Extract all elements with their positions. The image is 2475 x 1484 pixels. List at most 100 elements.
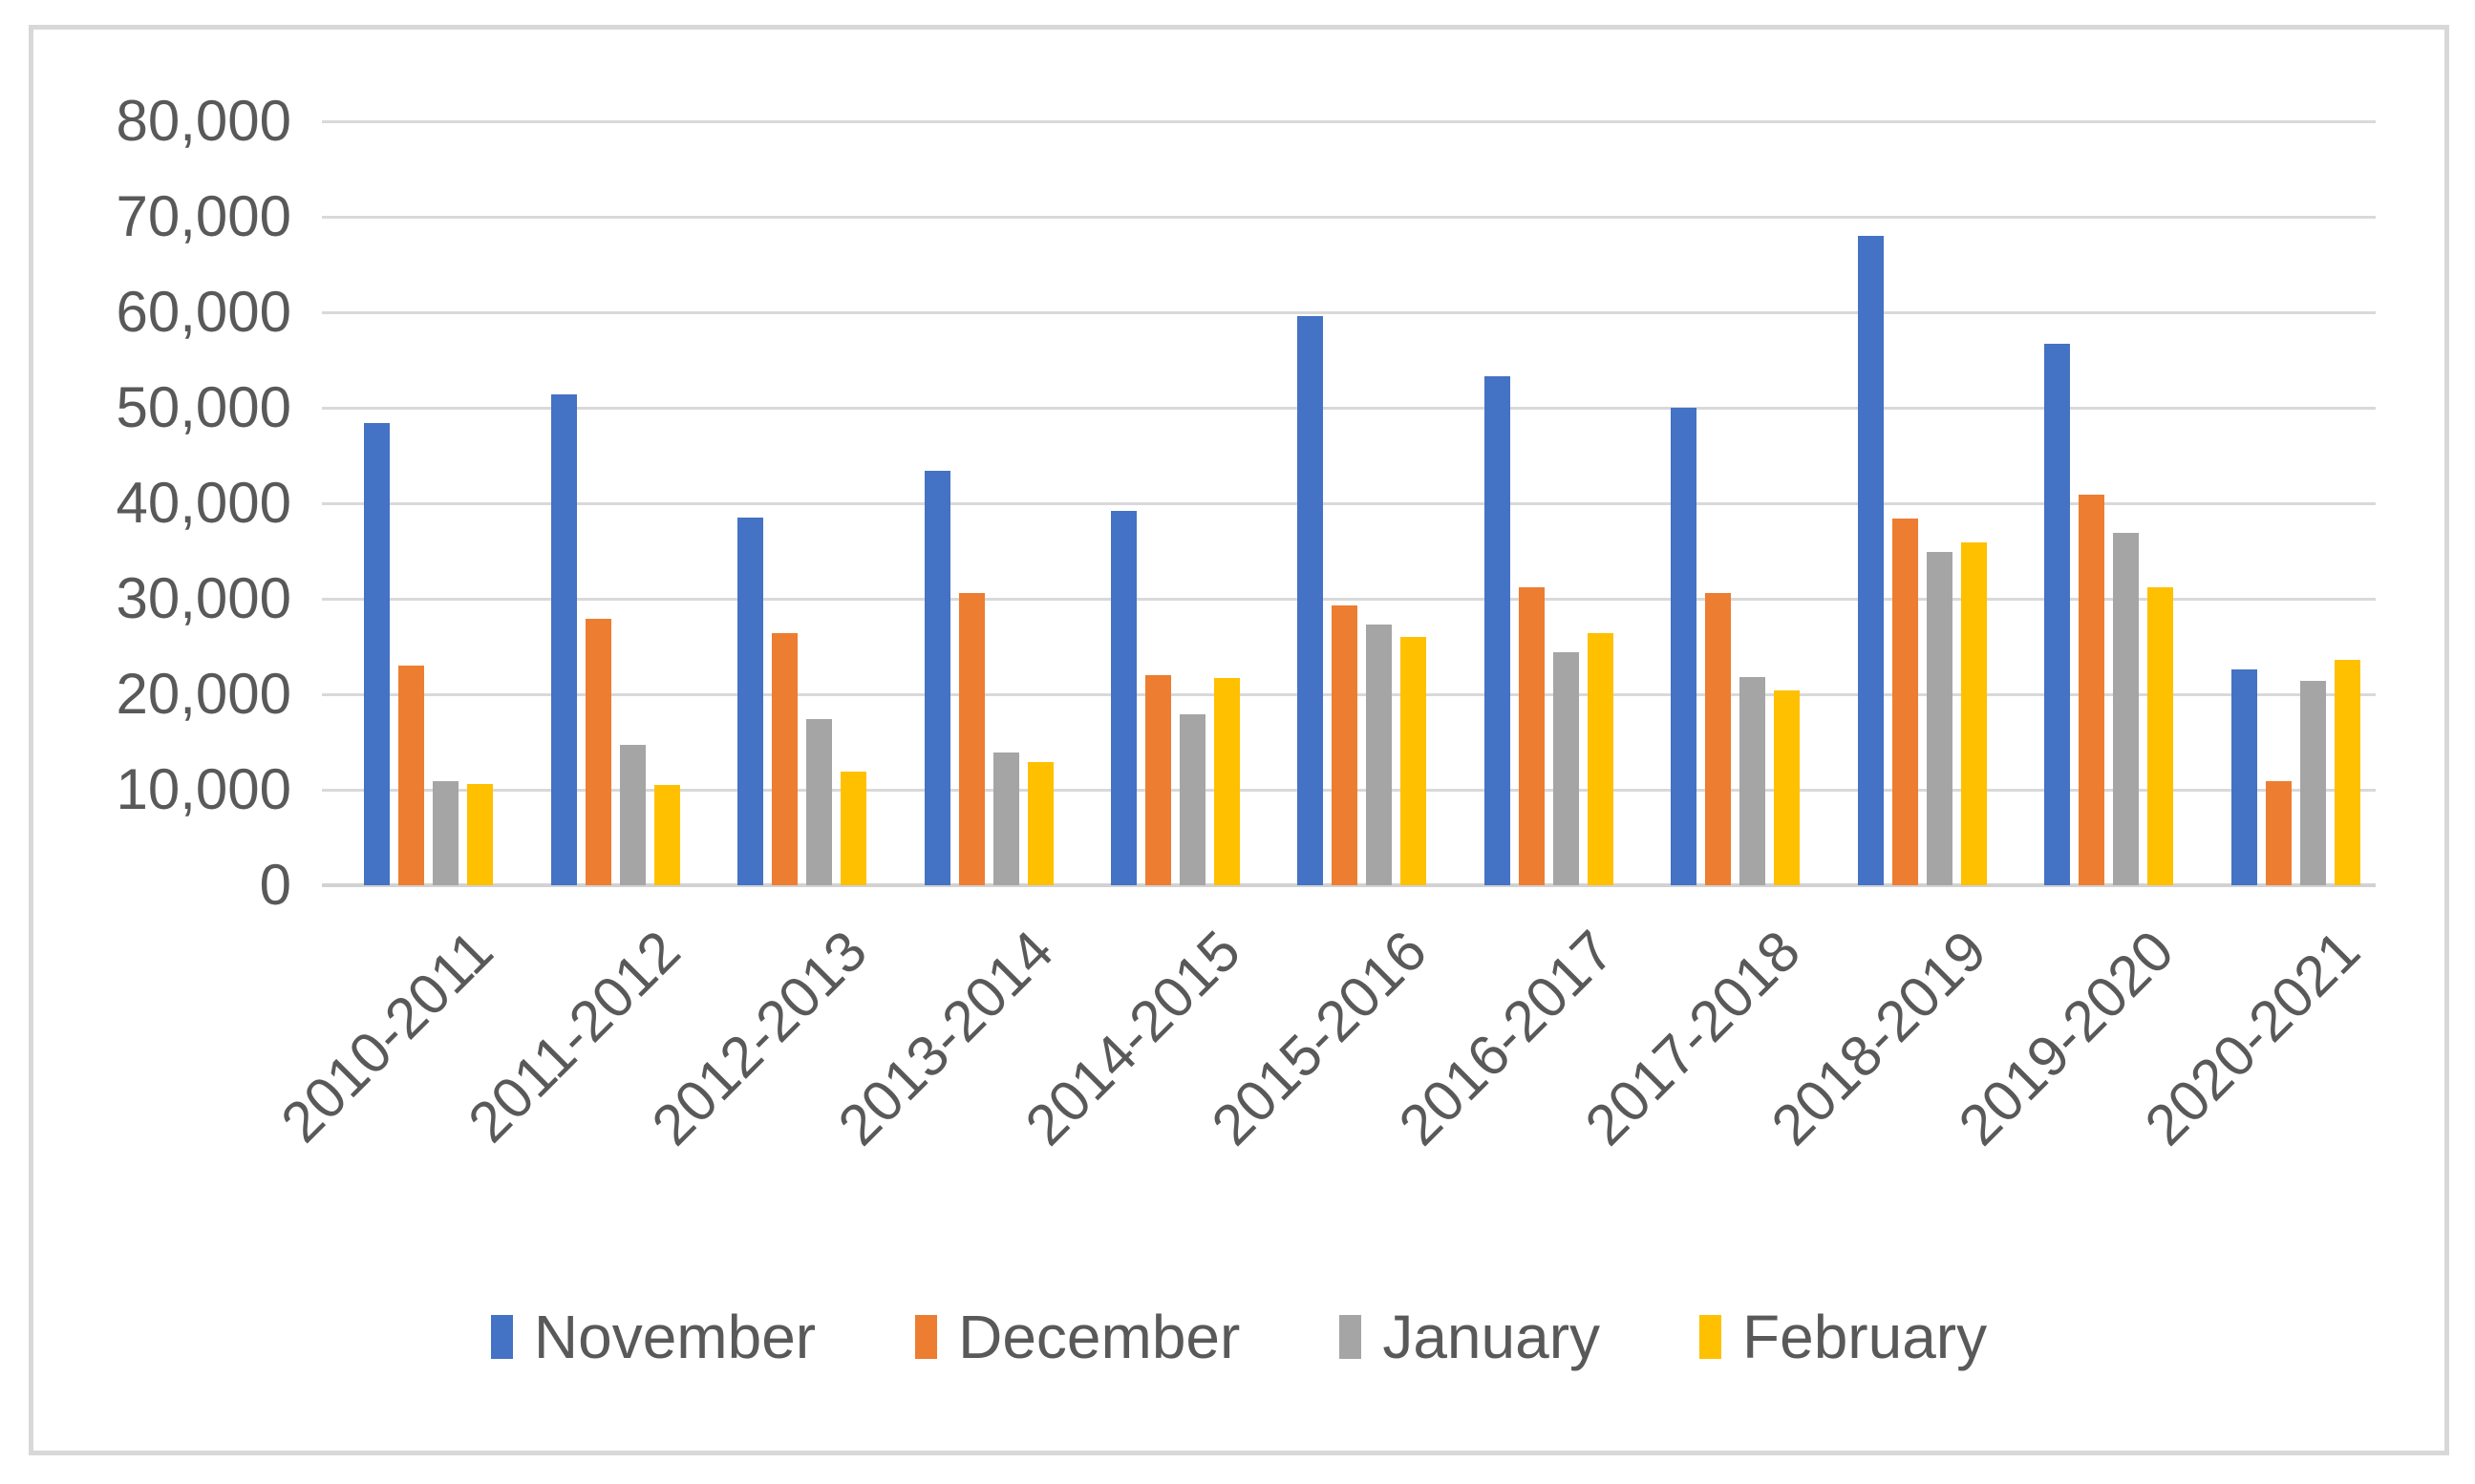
y-tick-label: 80,000 — [116, 89, 291, 153]
gridline — [322, 120, 2376, 123]
legend-label: January — [1382, 1303, 1601, 1371]
y-tick-label: 70,000 — [116, 184, 291, 248]
legend-label: November — [533, 1303, 817, 1371]
bar-january-2010-2011 — [433, 781, 459, 885]
bar-november-2011-2012 — [550, 394, 577, 885]
bar-group-2018-2019 — [1829, 121, 2016, 885]
legend: November December January February — [33, 1302, 2444, 1372]
bar-november-2017-2018 — [1671, 408, 1697, 885]
bar-february-2012-2013 — [841, 772, 867, 885]
bar-november-2014-2015 — [1111, 511, 1138, 885]
bar-group-2014-2015 — [1082, 121, 1269, 885]
legend-item-february: February — [1699, 1302, 1987, 1372]
bar-group-2015-2016 — [1269, 121, 1455, 885]
bar-groups — [322, 121, 2376, 885]
bar-february-2015-2016 — [1400, 637, 1427, 885]
x-slot-2016-2017: 2016-2017 — [1386, 902, 1629, 1227]
bar-january-2011-2012 — [619, 745, 646, 885]
x-axis: 2010-2011 2011-2012 2012-2013 2013-2014 2014… — [269, 902, 2376, 1227]
gridline — [322, 216, 2376, 219]
bar-november-2018-2019 — [1857, 236, 1884, 885]
x-slot-2017-2018: 2017-2018 — [1573, 902, 1815, 1227]
bar-february-2020-2021 — [2334, 660, 2360, 885]
y-tick-label: 10,000 — [116, 757, 291, 821]
bar-november-2015-2016 — [1297, 316, 1324, 885]
bar-november-2013-2014 — [924, 471, 950, 885]
bar-january-2019-2020 — [2113, 533, 2140, 885]
gridline — [322, 502, 2376, 505]
legend-label: December — [958, 1303, 1241, 1371]
plot-area — [322, 120, 2376, 887]
x-slot-2014-2015: 2014-2015 — [1013, 902, 1255, 1227]
bar-group-2012-2013 — [709, 121, 895, 885]
x-slot-2019-2020: 2019-2020 — [1947, 902, 2188, 1227]
bar-group-2013-2014 — [895, 121, 1081, 885]
bar-january-2018-2019 — [1926, 552, 1952, 885]
bar-november-2010-2011 — [364, 423, 391, 885]
bar-february-2016-2017 — [1587, 633, 1613, 885]
bar-january-2014-2015 — [1180, 714, 1206, 885]
bar-december-2014-2015 — [1145, 675, 1172, 885]
legend-swatch-november — [490, 1315, 513, 1359]
bar-january-2015-2016 — [1366, 625, 1393, 885]
bar-february-2014-2015 — [1214, 678, 1241, 885]
legend-label: February — [1742, 1303, 1988, 1371]
legend-swatch-december — [915, 1315, 938, 1359]
bar-february-2018-2019 — [1960, 542, 1987, 885]
x-slot-2018-2019: 2018-2019 — [1760, 902, 2002, 1227]
bar-group-2016-2017 — [1456, 121, 1642, 885]
y-tick-label: 0 — [259, 853, 291, 917]
bar-december-2011-2012 — [585, 619, 611, 885]
bar-december-2018-2019 — [1891, 519, 1918, 885]
legend-swatch-february — [1699, 1315, 1722, 1359]
bar-december-2016-2017 — [1518, 587, 1545, 885]
x-slot-2012-2013: 2012-2013 — [639, 902, 882, 1227]
x-axis-baseline — [322, 883, 2376, 887]
bar-december-2010-2011 — [398, 666, 425, 885]
bar-group-2019-2020 — [2016, 121, 2202, 885]
bar-december-2019-2020 — [2079, 495, 2105, 885]
y-tick-label: 30,000 — [116, 566, 291, 630]
bar-january-2012-2013 — [806, 719, 833, 885]
x-slot-2020-2021: 2020-2021 — [2133, 902, 2376, 1227]
bar-december-2020-2021 — [2265, 781, 2292, 885]
bar-group-2017-2018 — [1642, 121, 1828, 885]
bar-february-2017-2018 — [1774, 690, 1801, 885]
bar-january-2013-2014 — [992, 753, 1019, 885]
bar-december-2017-2018 — [1705, 593, 1732, 885]
legend-item-december: December — [915, 1302, 1240, 1372]
y-tick-label: 50,000 — [116, 375, 291, 439]
legend-item-january: January — [1339, 1302, 1600, 1372]
bar-november-2019-2020 — [2044, 344, 2071, 885]
bar-group-2020-2021 — [2203, 121, 2389, 885]
bar-group-2010-2011 — [335, 121, 522, 885]
x-slot-2015-2016: 2015-2016 — [1200, 902, 1441, 1227]
bar-december-2012-2013 — [772, 633, 799, 885]
x-slot-2011-2012: 2011-2012 — [456, 902, 694, 1227]
gridline — [322, 407, 2376, 410]
legend-item-november: November — [490, 1302, 817, 1372]
bar-november-2016-2017 — [1483, 376, 1510, 885]
gridline — [322, 598, 2376, 601]
gridline — [322, 311, 2376, 314]
bar-november-2012-2013 — [737, 518, 764, 885]
bar-december-2013-2014 — [958, 593, 985, 885]
bar-february-2013-2014 — [1027, 762, 1054, 885]
bar-november-2020-2021 — [2230, 669, 2257, 885]
bar-january-2017-2018 — [1739, 677, 1766, 885]
bar-group-2011-2012 — [522, 121, 708, 885]
bar-january-2016-2017 — [1552, 652, 1579, 885]
bar-february-2019-2020 — [2147, 587, 2174, 885]
chart-frame: 0 10,000 20,000 30,000 40,000 50,000 60,000 70,… — [29, 25, 2449, 1455]
y-tick-label: 40,000 — [116, 471, 291, 535]
y-tick-label: 20,000 — [116, 662, 291, 726]
x-slot-2013-2014: 2013-2014 — [826, 902, 1068, 1227]
bar-february-2010-2011 — [467, 784, 494, 885]
legend-swatch-january — [1339, 1315, 1362, 1359]
x-slot-2010-2011: 2010-2011 — [269, 902, 508, 1227]
y-tick-label: 60,000 — [116, 280, 291, 344]
y-axis: 0 10,000 20,000 30,000 40,000 50,000 60,000 70,… — [33, 93, 291, 914]
bar-february-2011-2012 — [653, 785, 680, 885]
bar-december-2015-2016 — [1332, 605, 1358, 885]
bar-january-2020-2021 — [2299, 681, 2326, 885]
